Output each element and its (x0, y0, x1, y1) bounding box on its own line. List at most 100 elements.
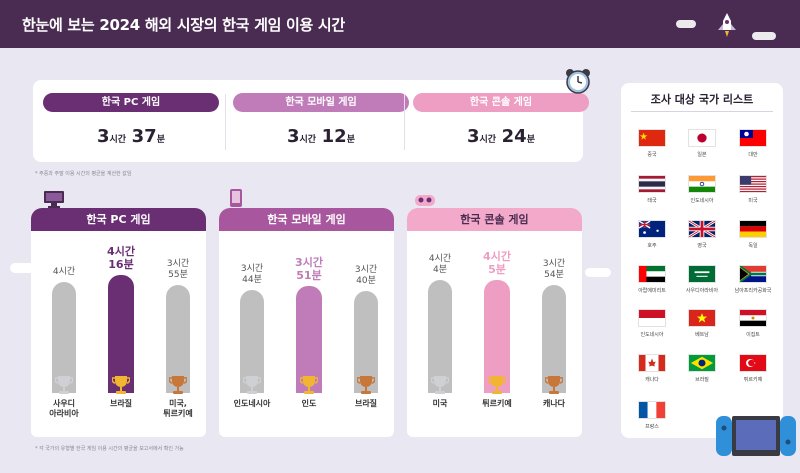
bar-category-label: 인도 (301, 399, 317, 408)
divider (404, 94, 405, 150)
summary-mobile-time: 3시간 12분 (286, 126, 355, 147)
country-name: 사우디아라비아 (685, 288, 719, 294)
bar-value-label: 3시간 55분 (166, 259, 190, 280)
flag-tw-icon (739, 129, 767, 147)
silver-trophy-icon (55, 376, 73, 394)
flag-in-icon (688, 175, 716, 193)
tab-console-game: 한국 콘솔 게임 (407, 208, 582, 231)
gamepad-icon (415, 195, 435, 206)
bar-value-label: 4시간 (52, 267, 76, 277)
flag-de-icon (739, 220, 767, 238)
bronze-trophy-icon (357, 376, 375, 394)
rocket-icon (718, 13, 736, 37)
bar-category-label: 미국 (432, 399, 448, 408)
bar-category-label: 브라질 (354, 399, 378, 408)
alarm-clock-icon (566, 69, 590, 94)
bar-category-label: 튀르키예 (482, 399, 512, 408)
flag-th-icon (638, 175, 666, 193)
tab-pc-game: 한국 PC 게임 (31, 208, 206, 231)
flag-za-icon (739, 265, 767, 283)
flag-jp-icon (688, 129, 716, 147)
gold-trophy-icon (300, 376, 318, 394)
country-name: 캐나다 (645, 377, 659, 383)
flag-ca-icon (638, 354, 666, 372)
flag-vn-icon (688, 309, 716, 327)
summary-pc-time: 3시간 37분 (96, 126, 165, 147)
silver-trophy-icon (431, 376, 449, 394)
silver-trophy-icon (243, 376, 261, 394)
bar (296, 286, 322, 393)
cloud-icon (585, 268, 611, 277)
bar-category-label: 브라질 (109, 399, 133, 408)
flag-fr-icon (638, 401, 666, 419)
flag-cn-icon (638, 129, 666, 147)
country-name: 프랑스 (645, 424, 659, 430)
flag-ae-icon (638, 265, 666, 283)
flag-br-icon (688, 354, 716, 372)
country-name: 호주 (647, 243, 657, 249)
bar-value-label: 4시간 16분 (107, 245, 135, 271)
cloud-icon (676, 20, 696, 28)
flag-id-icon (638, 309, 666, 327)
handheld-console-icon (716, 416, 796, 456)
header-bar: 한눈에 보는 2024 해외 시장의 한국 게임 이용 시간 (0, 0, 800, 48)
gold-trophy-icon (112, 376, 130, 394)
bar (52, 282, 76, 393)
summary-console: 한국 콘솔 게임 3시간 24분 (413, 80, 593, 162)
flag-eg-icon (739, 309, 767, 327)
bar-value-label: 4시간 5분 (483, 250, 511, 276)
country-name: 일본 (697, 152, 707, 158)
country-name: 남아프리카공화국 (734, 288, 772, 294)
country-name: 독일 (748, 243, 758, 249)
country-name: 이집트 (746, 332, 760, 338)
monitor-icon (44, 191, 64, 208)
bar-category-label: 캐나다 (542, 399, 566, 408)
country-name: 브라질 (695, 377, 709, 383)
page-title: 한눈에 보는 2024 해외 시장의 한국 게임 이용 시간 (22, 16, 345, 34)
bar-value-label: 3시간 44분 (240, 264, 264, 285)
summary-pc: 한국 PC 게임 3시간 37분 (43, 80, 223, 162)
flag-gb-icon (688, 220, 716, 238)
bar-category-label: 인도네시아 (233, 399, 271, 408)
divider (631, 111, 773, 112)
bar-value-label: 3시간 51분 (295, 256, 323, 282)
country-name: 태국 (647, 198, 657, 204)
bronze-trophy-icon (169, 376, 187, 394)
country-name: 아랍에미리트 (638, 288, 666, 294)
country-name: 중국 (647, 152, 657, 158)
bar (108, 275, 134, 393)
bar (428, 280, 452, 393)
cloud-icon (752, 32, 776, 40)
tab-mobile-game: 한국 모바일 게임 (219, 208, 394, 231)
bar (166, 285, 190, 393)
country-list-card: 조사 대상 국가 리스트 중국 일본 대만 태국 인도네시아 미국 호주 영국 독일 아랍에미리트… (621, 83, 783, 438)
bar-value-label: 4시간 4분 (428, 254, 452, 275)
flag-tr-icon (739, 354, 767, 372)
summary-card: 한국 PC 게임 3시간 37분 한국 모바일 게임 3시간 12분 한국 콘솔… (33, 80, 589, 162)
flag-us-icon (739, 175, 767, 193)
bar-category-label: 사우디 아라비아 (49, 399, 79, 418)
bar (484, 280, 510, 393)
cloud-icon (10, 263, 40, 273)
footnote-top: * 주중과 주말 이용 시간의 평균을 계산한 값임 (35, 171, 132, 177)
summary-pc-label: 한국 PC 게임 (43, 93, 219, 112)
country-name: 인도네시아 (640, 332, 664, 338)
country-name: 미국 (748, 198, 758, 204)
country-name: 영국 (697, 243, 707, 249)
country-list-title: 조사 대상 국가 리스트 (650, 93, 754, 106)
bar-value-label: 3시간 54분 (542, 259, 566, 280)
bronze-trophy-icon (545, 376, 563, 394)
summary-console-label: 한국 콘솔 게임 (413, 93, 589, 112)
country-name: 베트남 (695, 332, 709, 338)
smartphone-icon (230, 189, 242, 207)
country-name: 인도네시아 (690, 198, 714, 204)
footnote-bottom: * 각 국가의 유형별 한국 게임 이용 시간의 평균을 보고서에서 확인 가능 (35, 446, 184, 452)
country-name: 대만 (748, 152, 758, 158)
country-name: 튀르키예 (743, 377, 763, 383)
flag-sa-icon (688, 265, 716, 283)
bar (240, 290, 264, 393)
summary-mobile-label: 한국 모바일 게임 (233, 93, 409, 112)
bar-value-label: 3시간 40분 (354, 265, 378, 286)
bar (542, 285, 566, 393)
summary-mobile: 한국 모바일 게임 3시간 12분 (233, 80, 413, 162)
